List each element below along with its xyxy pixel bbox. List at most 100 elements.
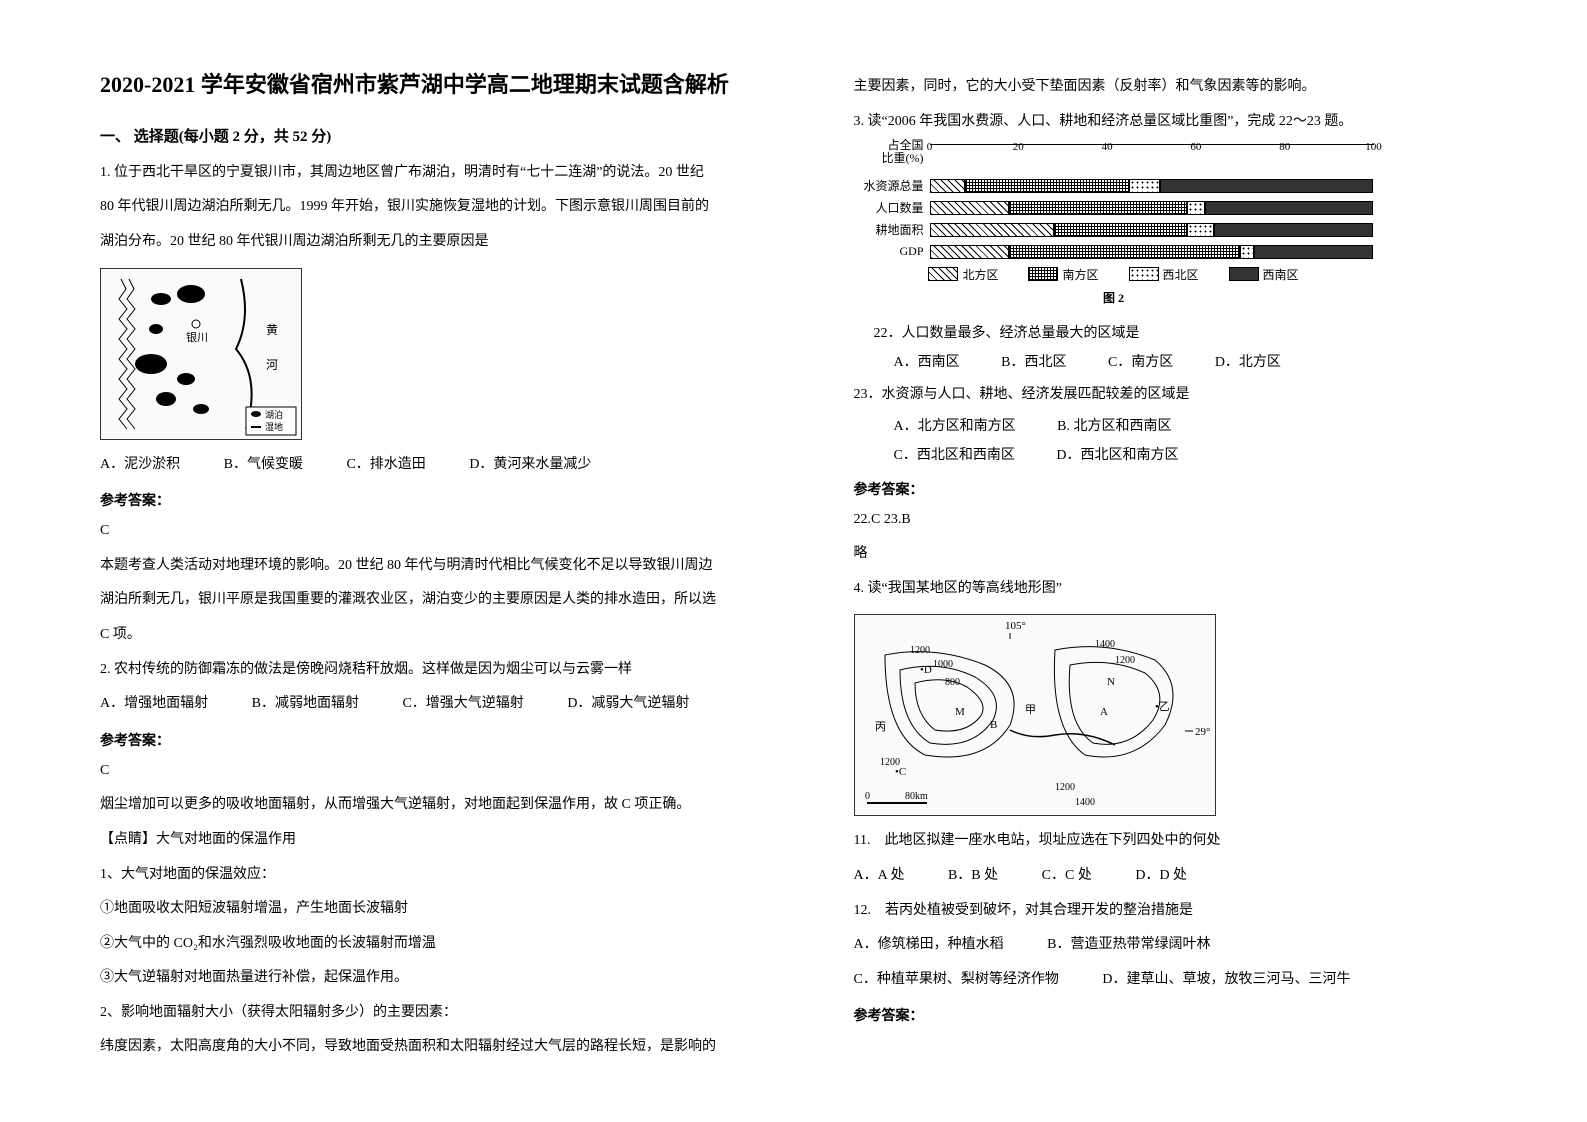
tick-0: 0 (927, 141, 933, 153)
opt-22c: C．南方区 (1108, 350, 1173, 375)
opt-23d: D．西北区和南方区 (1056, 443, 1178, 468)
opt-12c: C．种植苹果树、梨树等经济作物 (854, 967, 1059, 994)
bar-segment (1240, 245, 1253, 259)
bar-track (930, 201, 1374, 215)
lon-label: 105° (1005, 620, 1026, 632)
q2-line-2: ①地面吸收太阳短波辐射增温，产生地面长波辐射 (100, 896, 794, 923)
q2-tip: 【点睛】大气对地面的保温作用 (100, 827, 794, 854)
q2-line-6: 纬度因素，太阳高度角的大小不同，导致地面受热面积和太阳辐射经过大气层的路程长短，… (100, 1034, 794, 1061)
q1-option-c: C．排水造田 (346, 452, 425, 479)
q2-option-d: D．减弱大气逆辐射 (567, 691, 689, 718)
contour-map-figure: 105° 29° 1200 1000 800 1400 1200 1200 (854, 614, 1216, 816)
q2-line-3: ②大气中的 CO₂和水汽强烈吸收地面的长波辐射而增温 (100, 931, 794, 958)
q1-option-d: D．黄河来水量减少 (469, 452, 591, 479)
map-label-yinchuan: 银川 (186, 330, 208, 344)
bar-segment (965, 179, 1129, 193)
svg-text:1200: 1200 (1055, 782, 1075, 793)
q1-answer: C (100, 518, 794, 545)
svg-text:1400: 1400 (1075, 797, 1095, 808)
opt-11d: D．D 处 (1135, 863, 1187, 890)
q3-stem: 3. 读“2006 年我国水费源、人口、耕地和经济总量区域比重图”，完成 22～… (854, 109, 1548, 136)
chart-legend: 北方区 南方区 西北区 西南区 (854, 266, 1374, 283)
q1-stem-line1: 1. 位于西北干旱区的宁夏银川市，其周边地区曾广布湖泊，明清时有“七十二连湖”的… (100, 160, 794, 187)
q3-omit: 略 (854, 541, 1548, 568)
q2-answer-heading: 参考答案： (100, 730, 794, 750)
q3-sub22-opts: A．西南区 B．西北区 C．南方区 D．北方区 (894, 350, 1548, 375)
bar-segment (1254, 245, 1374, 259)
tick-100: 100 (1365, 141, 1382, 153)
lat-label: 29° (1195, 726, 1210, 738)
bar-segment (1054, 223, 1187, 237)
q1-exp-2: 湖泊所剩无几，银川平原是我国重要的灌溉农业区，湖泊变少的主要原因是人类的排水造田… (100, 587, 794, 614)
q2-line-1: 1、大气对地面的保温效应： (100, 862, 794, 889)
bar-segment (1214, 223, 1374, 237)
tick-20: 20 (1013, 141, 1024, 153)
svg-text:•乙: •乙 (1155, 700, 1170, 713)
opt-12b: B．营造亚热带常绿阔叶林 (1047, 932, 1210, 959)
opt-23b: B. 北方区和西南区 (1057, 414, 1171, 439)
q2-options: A．增强地面辐射 B．减弱地面辐射 C．增强大气逆辐射 D．减弱大气逆辐射 (100, 691, 794, 718)
q3-sub22: 22．人口数量最多、经济总量最大的区域是 (874, 321, 1548, 346)
bar-label: GDP (854, 244, 930, 259)
tick-60: 60 (1190, 141, 1201, 153)
bar-segment (1187, 223, 1214, 237)
q1-exp-3: C 项。 (100, 622, 794, 649)
q1-stem-line2: 80 年代银川周边湖泊所剩无几。1999 年开始，银川实施恢复湿地的计划。下图示… (100, 194, 794, 221)
svg-text:•D: •D (920, 664, 932, 676)
svg-text:1200: 1200 (910, 645, 930, 656)
q3-sub23: 23．水资源与人口、耕地、经济发展匹配较差的区域是 (854, 382, 1548, 409)
q2-line-5: 2、影响地面辐射大小（获得太阳辐射多少）的主要因素： (100, 1000, 794, 1027)
opt-23c: C．西北区和西南区 (894, 443, 1015, 468)
opt-12d: D．建草山、草坡，放牧三河马、三河牛 (1102, 967, 1350, 994)
bar-segment (1129, 179, 1160, 193)
bar-track (930, 223, 1374, 237)
q2-exp-1: 烟尘增加可以更多的吸收地面辐射，从而增强大气逆辐射，对地面起到保温作用，故 C … (100, 792, 794, 819)
chart-axis-label: 占全国比重(%) (854, 139, 930, 165)
opt-11a: A．A 处 (854, 863, 905, 890)
q1-option-b: B．气候变暖 (224, 452, 303, 479)
q3-sub23-opts-r2: C．西北区和西南区 D．西北区和南方区 (894, 443, 1548, 468)
bar-label: 人口数量 (854, 199, 930, 216)
q2-line-4: ③大气逆辐射对地面热量进行补偿，起保温作用。 (100, 965, 794, 992)
continuation-text: 主要因素，同时，它的大小受下垫面因素（反射率）和气象因素等的影响。 (854, 74, 1548, 101)
legend-sw: 西南区 (1229, 266, 1299, 283)
legend-nw: 西北区 (1129, 266, 1199, 283)
q3-answer: 22.C 23.B (854, 507, 1548, 534)
svg-text:甲: 甲 (1025, 704, 1036, 716)
q1-options: A．泥沙淤积 B．气候变暖 C．排水造田 D．黄河来水量减少 (100, 452, 794, 479)
bar-segment (1160, 179, 1373, 193)
q2-stem: 2. 农村传统的防御霜冻的做法是傍晚闷烧秸秆放烟。这样做是因为烟尘可以与云雾一样 (100, 657, 794, 684)
bar-segment (930, 223, 1054, 237)
q4-sub11: 11. 此地区拟建一座水电站，坝址应选在下列四处中的何处 (854, 828, 1548, 855)
q4-sub11-opts: A．A 处 B．B 处 C．C 处 D．D 处 (854, 863, 1548, 890)
q1-answer-heading: 参考答案： (100, 490, 794, 510)
svg-text:B: B (990, 719, 997, 731)
q3-answer-heading: 参考答案： (854, 479, 1548, 499)
bar-label: 耕地面积 (854, 221, 930, 238)
q2-option-b: B．减弱地面辐射 (252, 691, 359, 718)
tick-80: 80 (1279, 141, 1290, 153)
q2-answer: C (100, 758, 794, 785)
svg-text:800: 800 (945, 677, 960, 688)
opt-22d: D．北方区 (1215, 350, 1281, 375)
q2-option-a: A．增强地面辐射 (100, 691, 208, 718)
chart-caption: 图 2 (854, 289, 1374, 306)
q4-answer-heading: 参考答案： (854, 1005, 1548, 1025)
svg-text:•C: •C (895, 766, 906, 778)
bar-label: 水资源总量 (854, 177, 930, 194)
q2-option-c: C．增强大气逆辐射 (402, 691, 523, 718)
tick-40: 40 (1102, 141, 1113, 153)
page: 2020-2021 学年安徽省宿州市紫芦湖中学高二地理期末试题含解析 一、 选择… (0, 0, 1587, 1122)
bar-segment (1009, 201, 1187, 215)
chart-bars: 水资源总量人口数量耕地面积 GDP (854, 178, 1374, 260)
section-heading: 一、 选择题(每小题 2 分，共 52 分) (100, 125, 794, 146)
svg-text:N: N (1107, 676, 1115, 688)
svg-text:1000: 1000 (933, 659, 953, 670)
svg-text:M: M (955, 706, 965, 718)
bar-row: GDP (854, 244, 1374, 260)
q4-sub12-opts-r1: A．修筑梯田，种植水稻 B．营造亚热带常绿阔叶林 (854, 932, 1548, 959)
svg-text:80km: 80km (905, 791, 928, 802)
bar-row: 水资源总量 (854, 178, 1374, 194)
svg-text:湖泊: 湖泊 (265, 410, 283, 420)
bar-row: 人口数量 (854, 200, 1374, 216)
